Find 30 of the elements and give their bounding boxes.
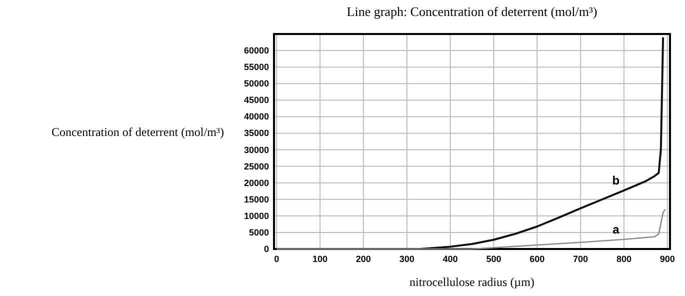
y-tick-label: 45000 — [244, 95, 269, 106]
y-tick-label: 60000 — [244, 46, 269, 56]
x-tick-label: 300 — [399, 254, 414, 264]
y-tick-label: 10000 — [244, 210, 269, 221]
x-tick-label: 200 — [356, 254, 371, 264]
y-tick-label: 50000 — [244, 78, 269, 89]
series-label: a — [612, 222, 620, 236]
x-axis-title: nitrocellulose radius (µm) — [410, 275, 534, 289]
x-tick-label: 0 — [274, 254, 280, 264]
y-tick-label: 5000 — [248, 227, 269, 238]
y-tick-label: 15000 — [244, 194, 269, 204]
x-tick-label: 700 — [573, 254, 588, 264]
y-tick-label: 0 — [264, 244, 269, 254]
x-tick-label: 500 — [486, 254, 502, 264]
chart-title: Line graph: Concentration of deterrent (mol/m³) — [346, 4, 598, 19]
line-series — [276, 36, 664, 250]
y-tick-label: 55000 — [244, 62, 269, 72]
y-tick-label: 35000 — [244, 128, 269, 138]
series-label: b — [612, 173, 620, 188]
y-tick-label: 30000 — [244, 144, 269, 155]
y-axis-title: Concentration of deterrent (mol/m³) — [51, 125, 224, 139]
line-series — [276, 208, 666, 250]
y-tick-label: 40000 — [244, 112, 269, 122]
x-tick-label: 100 — [312, 254, 328, 264]
y-tick-label: 20000 — [244, 178, 269, 188]
x-tick-label: 400 — [442, 254, 458, 264]
y-tick-label: 25000 — [244, 161, 269, 172]
x-tick-label: 900 — [660, 254, 675, 264]
x-tick-label: 800 — [616, 254, 632, 264]
x-tick-label: 600 — [530, 254, 545, 264]
